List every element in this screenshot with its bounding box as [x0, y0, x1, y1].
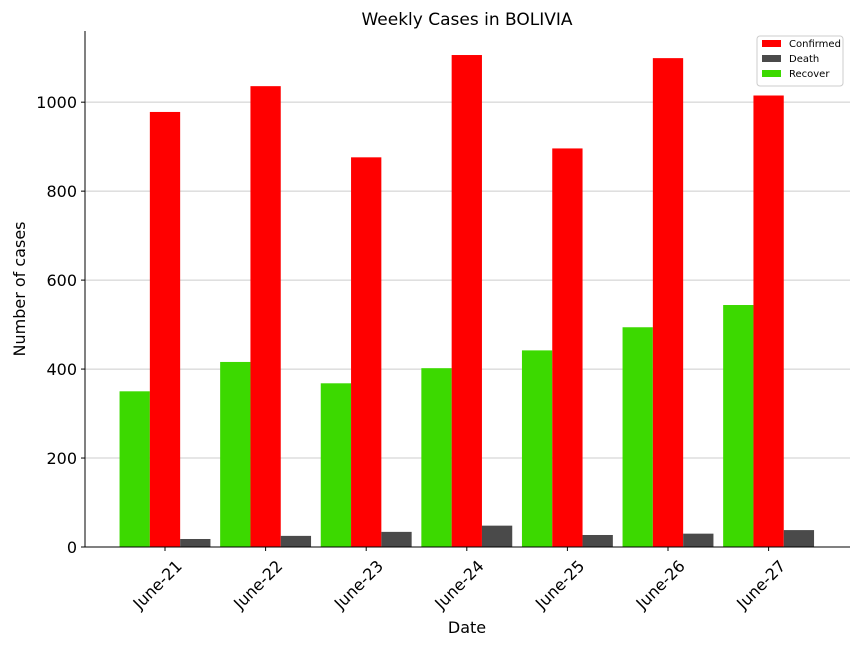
- bar-recover: [521, 350, 553, 547]
- y-tick-label: 800: [46, 182, 77, 201]
- bar-death: [783, 530, 815, 547]
- legend-label-confirmed: Confirmed: [789, 39, 841, 50]
- bar-recover: [723, 305, 754, 547]
- bar-confirmed: [753, 95, 784, 547]
- bar-death: [381, 531, 412, 547]
- x-tick-label: June-23: [330, 556, 387, 613]
- legend-swatch-confirmed: [762, 40, 781, 47]
- y-tick-labels: 0 200 400 600 800 1000: [36, 93, 85, 557]
- x-tick-label: June-22: [229, 556, 286, 613]
- bars: [119, 55, 815, 547]
- legend-swatch-recover: [762, 70, 781, 77]
- x-tick-label: June-27: [732, 556, 789, 613]
- y-tick-label: 0: [67, 538, 77, 557]
- axes: [84, 31, 850, 548]
- bar-recover: [320, 383, 352, 547]
- bar-recover: [119, 391, 150, 547]
- y-axis-label: Number of cases: [10, 222, 29, 357]
- y-tick-label: 200: [46, 449, 77, 468]
- bar-death: [582, 534, 613, 547]
- y-tick-label: 400: [46, 360, 77, 379]
- y-tick-label: 1000: [36, 93, 77, 112]
- legend-label-death: Death: [789, 54, 819, 65]
- x-tick-label: June-25: [531, 556, 588, 613]
- x-tick-labels: June-21 June-22 June-23 June-24 June-25 June-…: [129, 547, 789, 614]
- bar-recover: [622, 327, 653, 547]
- bar-death: [180, 538, 211, 547]
- bar-death: [481, 525, 513, 547]
- bar-confirmed: [351, 157, 382, 547]
- y-tick-label: 600: [46, 271, 77, 290]
- legend-swatch-death: [762, 55, 781, 62]
- bar-death: [280, 535, 312, 547]
- legend-label-recover: Recover: [789, 69, 830, 80]
- x-tick-label: June-21: [129, 556, 186, 613]
- x-tick-label: June-24: [430, 556, 487, 613]
- bar-confirmed: [451, 55, 482, 547]
- x-axis-label: Date: [448, 618, 486, 637]
- chart-title: Weekly Cases in BOLIVIA: [361, 10, 572, 30]
- bar-recover: [220, 361, 251, 547]
- bar-confirmed: [552, 148, 583, 547]
- bar-confirmed: [652, 58, 684, 547]
- bar-confirmed: [250, 86, 281, 547]
- x-tick-label: June-26: [632, 556, 689, 613]
- bar-confirmed: [149, 111, 181, 547]
- bar-death: [683, 533, 714, 547]
- legend: Confirmed Death Recover: [756, 35, 844, 87]
- bar-recover: [421, 368, 452, 547]
